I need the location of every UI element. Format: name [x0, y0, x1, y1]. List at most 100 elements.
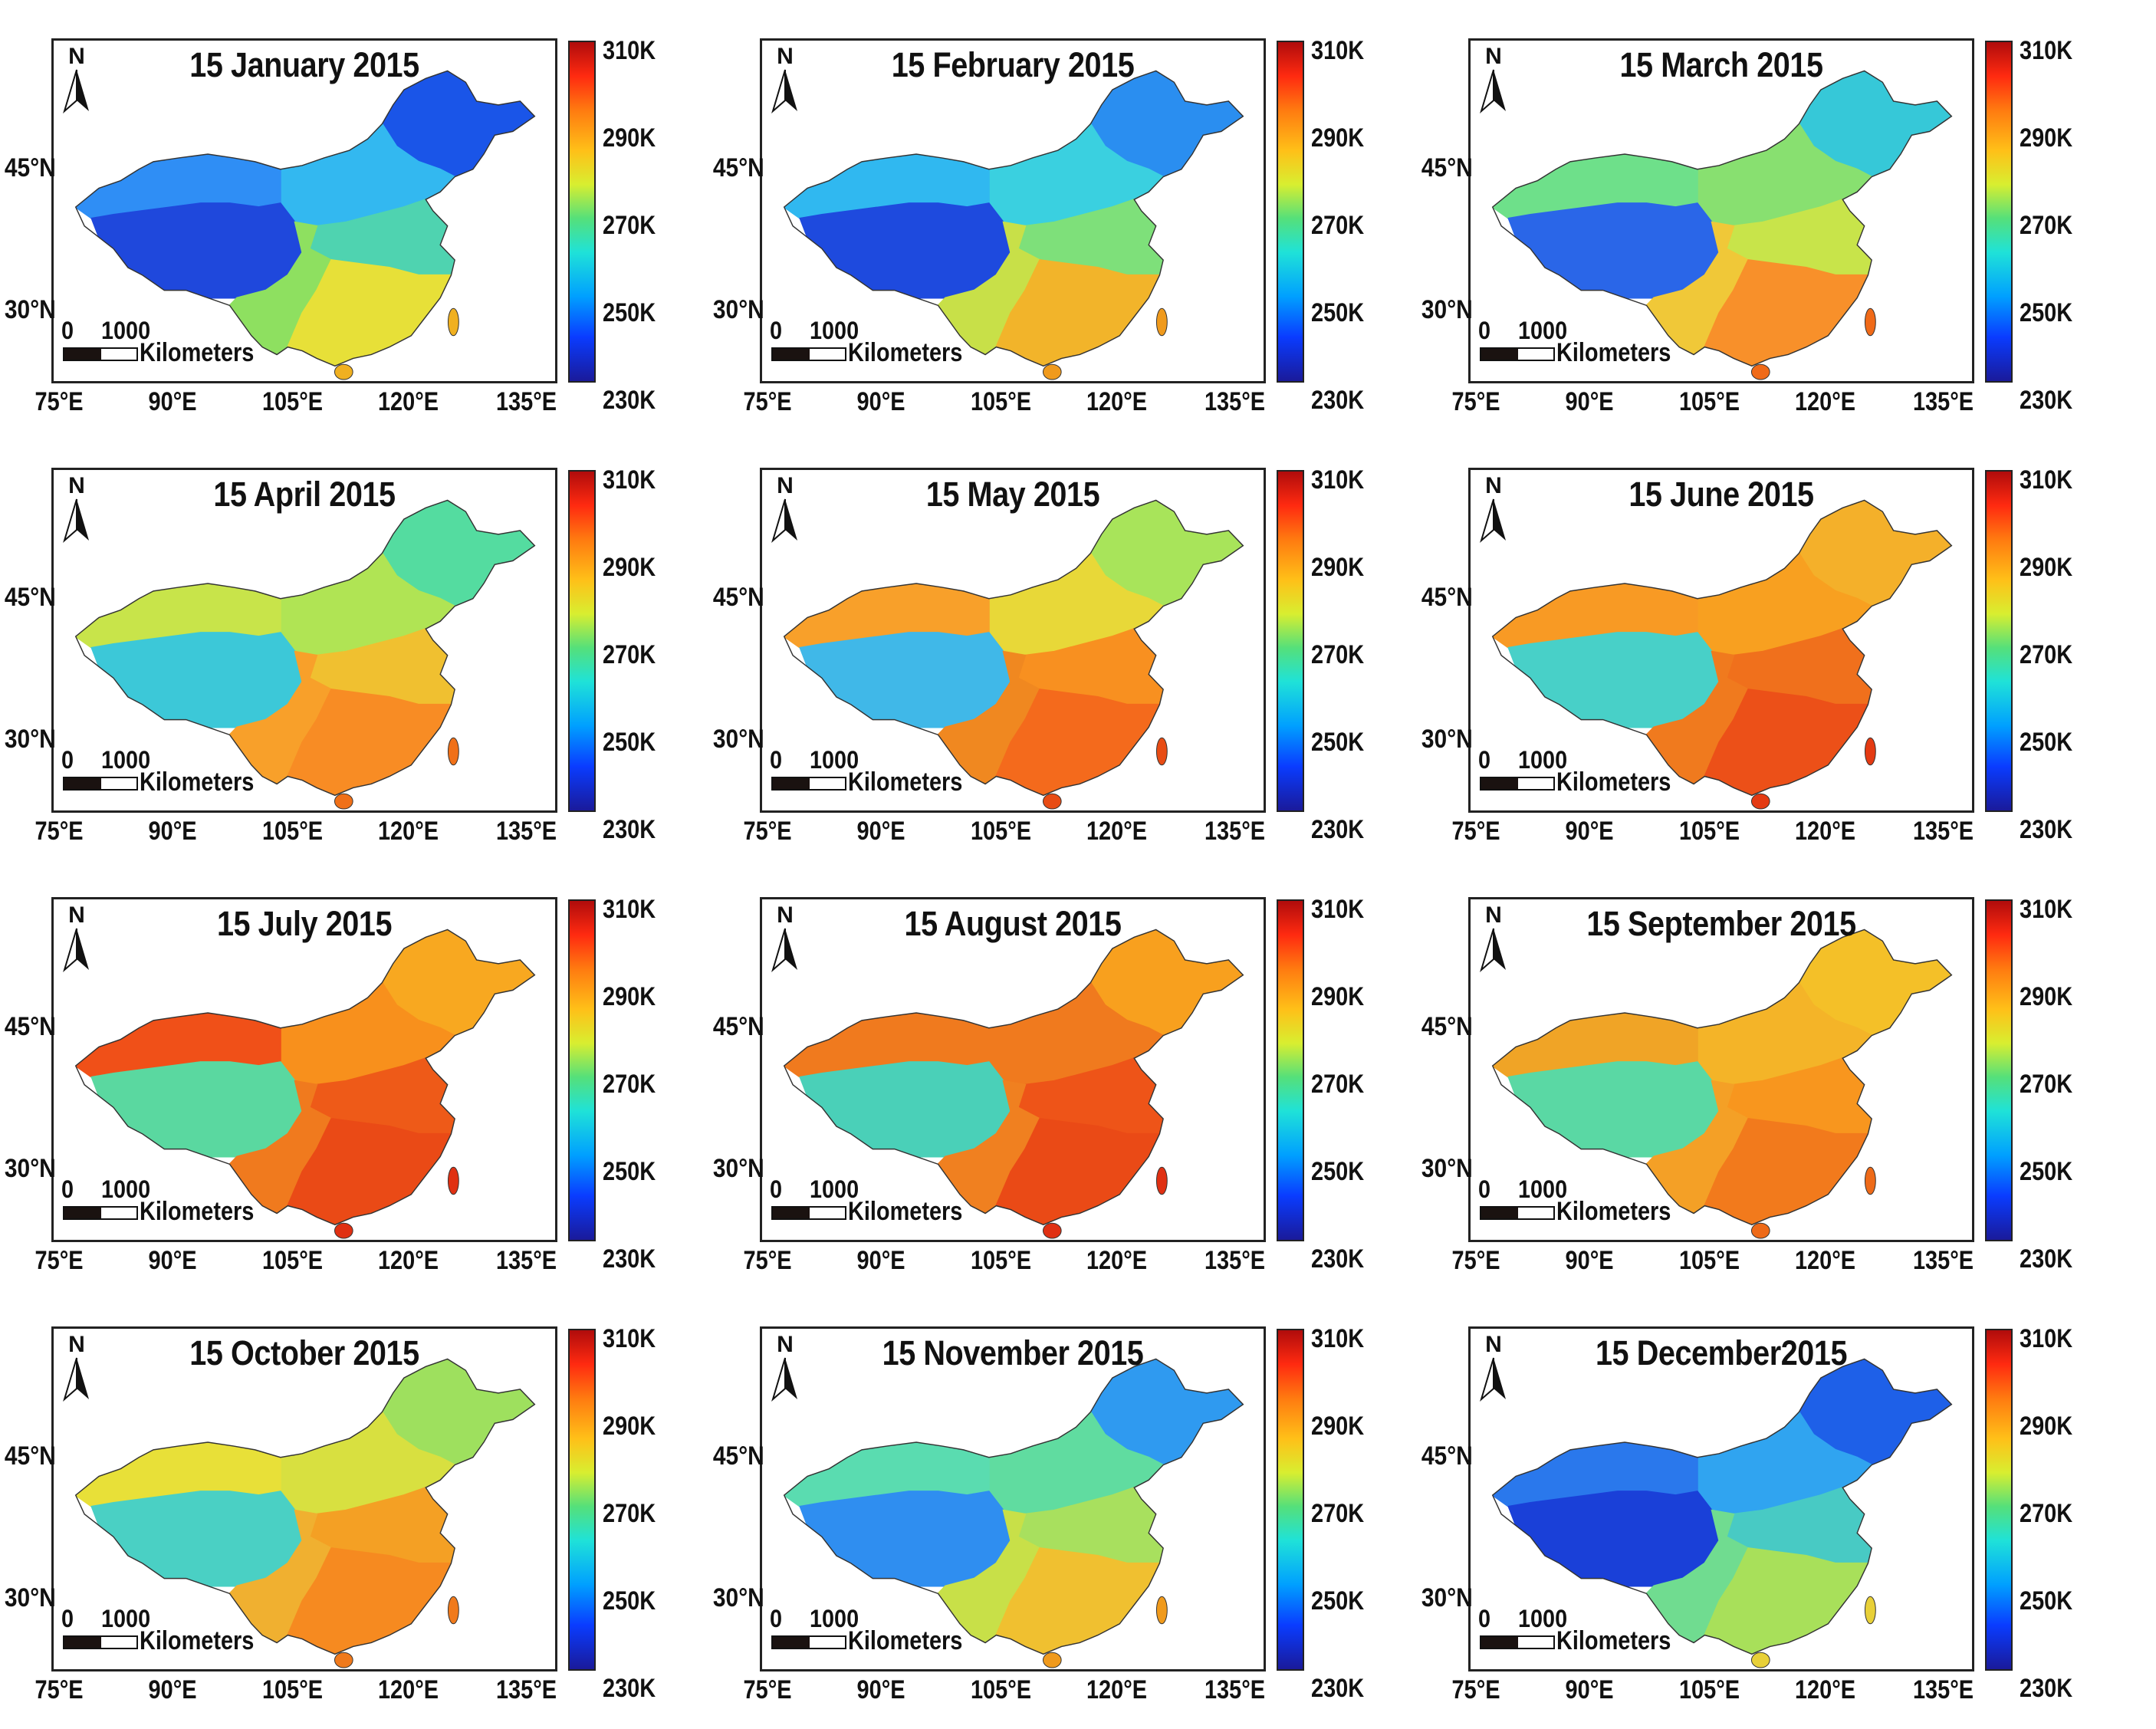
scale-numbers: 0 1000 — [61, 1605, 150, 1633]
colorbar-tick-label: 250K — [1311, 1157, 1365, 1186]
lat-label: 30°N — [4, 1154, 56, 1183]
scale-bar-black — [64, 349, 101, 360]
lat-label: 30°N — [4, 725, 56, 754]
map-frame: 15 June 2015 N 0 1000 Kilometers — [1468, 468, 1974, 813]
lat-label: 45°N — [712, 1012, 764, 1041]
island-hainan — [334, 1222, 353, 1239]
colorbar — [568, 470, 596, 812]
lon-label: 120°E — [1794, 387, 1856, 416]
north-arrow-left — [771, 928, 786, 973]
island-hainan — [1042, 793, 1062, 810]
scale-bar — [1480, 1635, 1555, 1649]
colorbar — [1277, 41, 1304, 383]
panel-title: 15 January 2015 — [189, 45, 419, 84]
island-hainan — [1750, 793, 1770, 810]
colorbar-tick-label: 310K — [603, 36, 656, 65]
lon-label: 90°E — [148, 1675, 197, 1704]
island-taiwan — [1864, 737, 1876, 766]
lon-label: 120°E — [1086, 387, 1148, 416]
island-hainan — [1750, 1222, 1770, 1239]
scale-unit: Kilometers — [1556, 1626, 1671, 1655]
map-frame: 15 August 2015 N 0 1000 Kilometers — [760, 897, 1266, 1242]
north-label: N — [777, 902, 794, 928]
lon-label: 120°E — [1794, 1675, 1856, 1704]
scale-end: 1000 — [101, 1605, 151, 1632]
colorbar-tick-label: 270K — [2020, 211, 2073, 240]
lon-label: 105°E — [261, 387, 324, 416]
colorbar-tick-label: 230K — [1311, 1244, 1365, 1274]
colorbar — [1985, 470, 2013, 812]
scale-unit: Kilometers — [140, 1197, 255, 1226]
island-taiwan — [447, 737, 459, 766]
map-panel: 15 December2015 N 0 1000 Kilometers 45°N 30°N 7… — [1417, 1315, 2107, 1729]
lon-label: 90°E — [1565, 387, 1614, 416]
lon-label: 120°E — [377, 817, 439, 846]
island-taiwan — [1864, 1596, 1876, 1625]
scale-bar — [771, 347, 846, 361]
island-taiwan — [1155, 307, 1168, 337]
lon-label: 135°E — [1912, 817, 1974, 846]
map-panel: 15 January 2015 N 0 1000 Kilometers 45°N 30°N 7… — [0, 27, 690, 441]
north-arrow-right — [785, 70, 797, 111]
colorbar-tick-label: 230K — [2020, 386, 2073, 415]
map-frame: 15 April 2015 N 0 1000 Kilometers — [51, 468, 557, 813]
colorbar-tick-label: 290K — [1311, 982, 1365, 1011]
scale-start: 0 — [1478, 1175, 1491, 1203]
map-panel: 15 May 2015 N 0 1000 Kilometers 45°N 30°N 75°E 9… — [708, 456, 1398, 870]
north-arrow: N — [1478, 44, 1509, 114]
colorbar-tick-label: 310K — [2020, 895, 2073, 924]
china-map — [783, 499, 1244, 810]
colorbar-tick-label: 230K — [1311, 386, 1365, 415]
colorbar-tick-label: 270K — [1311, 1499, 1365, 1528]
scale-end: 1000 — [101, 317, 151, 344]
north-arrow-right — [77, 929, 89, 970]
panel-title: 15 August 2015 — [904, 904, 1122, 943]
scale-start: 0 — [61, 746, 74, 774]
lat-label: 45°N — [4, 153, 56, 182]
north-arrow: N — [61, 1332, 92, 1402]
china-outline — [74, 1358, 536, 1655]
colorbar-tick-label: 230K — [603, 815, 656, 844]
map-frame: 15 March 2015 N 0 1000 Kilometers — [1468, 38, 1974, 383]
colorbar-tick-label: 290K — [1311, 123, 1365, 153]
scale-end: 1000 — [810, 1605, 859, 1632]
lon-label: 90°E — [856, 387, 905, 416]
panel-title: 15 June 2015 — [1629, 475, 1814, 514]
scale-bar-black — [773, 778, 810, 789]
china-map — [74, 1358, 536, 1668]
panel-title: 15 November 2015 — [882, 1333, 1144, 1372]
scale-start: 0 — [61, 1175, 74, 1203]
colorbar — [1985, 1329, 2013, 1671]
map-panel: 15 February 2015 N 0 1000 Kilometers 45°N 30°N… — [708, 27, 1398, 441]
island-hainan — [1042, 1652, 1062, 1668]
lon-label: 90°E — [856, 817, 905, 846]
china-map — [1491, 929, 1953, 1239]
colorbar-tick-label: 230K — [1311, 815, 1365, 844]
lon-label: 105°E — [1678, 1675, 1740, 1704]
lat-label: 30°N — [712, 295, 764, 324]
scale-unit: Kilometers — [848, 338, 963, 367]
map-panel: 15 September 2015 N 0 1000 Kilometers 45°N 30°… — [1417, 886, 2107, 1300]
scale-start: 0 — [1478, 1605, 1491, 1632]
region-tibet — [1507, 202, 1721, 299]
scale-unit: Kilometers — [140, 338, 255, 367]
region-tibet — [1507, 632, 1721, 728]
lon-label: 105°E — [261, 1246, 324, 1275]
map-panel: 15 April 2015 N 0 1000 Kilometers 45°N 30°N 75°… — [0, 456, 690, 870]
map-frame: 15 February 2015 N 0 1000 Kilometers — [760, 38, 1266, 383]
colorbar-tick-label: 270K — [1311, 640, 1365, 669]
scale-start: 0 — [1478, 317, 1491, 344]
scale-end: 1000 — [1518, 317, 1568, 344]
china-outline — [1491, 499, 1953, 797]
lon-label: 90°E — [1565, 817, 1614, 846]
colorbar — [1985, 899, 2013, 1241]
colorbar-tick-label: 230K — [603, 386, 656, 415]
colorbar-tick-label: 250K — [603, 1586, 656, 1616]
scale-bar — [1480, 777, 1555, 791]
north-arrow: N — [770, 473, 800, 544]
lon-label: 135°E — [1204, 817, 1266, 846]
scale-bar — [771, 1635, 846, 1649]
china-outline — [1491, 70, 1953, 367]
scale-bar — [1480, 1206, 1555, 1220]
lon-label: 90°E — [148, 387, 197, 416]
